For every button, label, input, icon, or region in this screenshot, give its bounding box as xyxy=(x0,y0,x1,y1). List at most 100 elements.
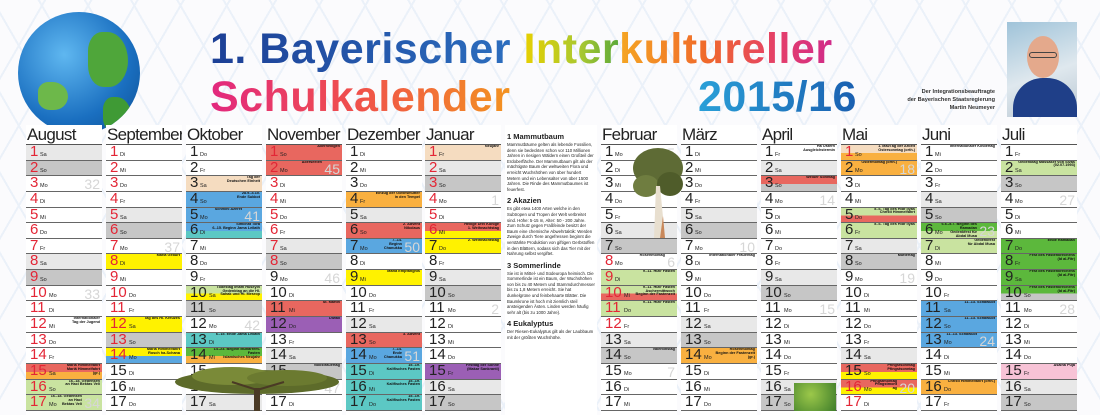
day-row[interactable]: 4 Mo 27 xyxy=(1001,191,1077,208)
day-row[interactable]: 5 Do 5.-6. Tag des Hidr Ilyas Christi Himme… xyxy=(841,207,917,224)
day-row[interactable]: 17 Mi xyxy=(601,395,677,411)
day-row[interactable]: 5 Mo 41 Schmini Azeret xyxy=(186,207,262,224)
day-row[interactable]: 4 Mi xyxy=(266,191,342,208)
day-row[interactable]: 2 Sa Gedenktag Massaker von Sivas (02.07.19… xyxy=(1001,160,1077,177)
day-row[interactable]: 6 Mi xyxy=(1001,223,1077,239)
day-row[interactable]: 8 Fr Fest des Fastenbrechens (Id al-Fitr) xyxy=(1001,254,1077,271)
day-row[interactable]: 14 Do xyxy=(425,348,501,364)
day-row[interactable]: 11 Fr xyxy=(346,301,422,318)
day-row[interactable]: 1 Fr Neujahr xyxy=(425,145,501,161)
day-row[interactable]: 7 Sa xyxy=(266,238,342,255)
day-row[interactable]: 11 Sa 11.-13. Schawuot xyxy=(921,301,997,318)
day-row[interactable]: 10 Mo 33 xyxy=(26,285,102,302)
day-row[interactable]: 12 So 11.-13. Schawuot xyxy=(921,317,997,333)
day-row[interactable]: 10 Do xyxy=(106,285,182,302)
day-row[interactable]: 17 Di xyxy=(266,395,342,411)
day-row[interactable]: 17 Fr xyxy=(921,395,997,411)
day-row[interactable]: 1 Fr xyxy=(1001,145,1077,161)
day-row[interactable]: 2 Mi xyxy=(106,160,182,177)
day-row[interactable]: 1 Di xyxy=(346,145,422,161)
day-row[interactable]: 14 Di xyxy=(921,348,997,364)
day-row[interactable]: 4 Fr xyxy=(106,191,182,208)
day-row[interactable]: 13 Mi xyxy=(425,332,501,349)
day-row[interactable]: 1 So Allerheiligen xyxy=(266,145,342,161)
day-row[interactable]: 6 Mo 23 6.6.-5.7. Beginn des Ramadan Gedenkf… xyxy=(921,223,997,239)
day-row[interactable]: 11 Fr xyxy=(681,301,757,318)
day-row[interactable]: 13 Sa xyxy=(601,332,677,349)
day-row[interactable]: 7 Sa xyxy=(841,238,917,255)
day-row[interactable]: 8 Fr xyxy=(761,254,837,271)
day-row[interactable]: 11 Mo 15 xyxy=(761,301,837,318)
day-row[interactable]: 14 Do xyxy=(761,348,837,364)
day-row[interactable]: 16 Mi xyxy=(681,379,757,396)
day-row[interactable]: 3 Do xyxy=(681,176,757,192)
day-row[interactable]: 6 So 2. Advent Nikolaus xyxy=(346,223,422,239)
day-row[interactable]: 1 Di xyxy=(106,145,182,161)
day-row[interactable]: 7 Di Gedenkfest für Abdal Musa xyxy=(921,238,997,255)
day-row[interactable]: 14 Mi 14.-23. Beginn Muharrem-Fasten Islami… xyxy=(186,348,262,364)
day-row[interactable]: 12 Do Diwali xyxy=(266,317,342,333)
day-row[interactable]: 9 Mo 46 xyxy=(266,270,342,286)
day-row[interactable]: 5 Sa xyxy=(681,207,757,224)
day-row[interactable]: 13 Mi xyxy=(761,332,837,349)
day-row[interactable]: 8 Fr xyxy=(425,254,501,271)
day-row[interactable]: 9 Mi xyxy=(681,270,757,286)
day-row[interactable]: 7 Fr xyxy=(26,238,102,255)
day-row[interactable]: 7 Do Ende Ramadan xyxy=(1001,238,1077,255)
day-row[interactable]: 13 Di 6.-15. Ende Jama Leilath xyxy=(186,332,262,349)
day-row[interactable]: 6 Fr 5.-6. Tag des Hidr Ilyas xyxy=(841,223,917,239)
day-row[interactable]: 12 Di xyxy=(761,317,837,333)
day-row[interactable]: 8 Di Mariä Geburt xyxy=(106,254,182,271)
day-row[interactable]: 15 Di xyxy=(106,363,182,380)
day-row[interactable]: 2 Mo 18 Ostermontag (orth.) xyxy=(841,160,917,177)
day-row[interactable]: 17 Sa xyxy=(186,395,262,411)
day-row[interactable]: 8 So xyxy=(266,254,342,271)
day-row[interactable]: 5 Sa xyxy=(346,207,422,224)
day-row[interactable]: 3 Do xyxy=(106,176,182,192)
day-row[interactable]: 5 Do xyxy=(266,207,342,224)
day-row[interactable]: 12 Di xyxy=(1001,317,1077,333)
day-row[interactable]: 6 Fr xyxy=(266,223,342,239)
day-row[interactable]: 9 Mi Mariä Empfängnis xyxy=(346,270,422,286)
day-row[interactable]: 14 Sa xyxy=(266,348,342,364)
day-row[interactable]: 2 Fr xyxy=(186,160,262,177)
day-row[interactable]: 3 Di xyxy=(841,176,917,192)
day-row[interactable]: 15 Fr Asalha Puja xyxy=(1001,363,1077,380)
day-row[interactable]: 11 Mo 2 xyxy=(425,301,501,318)
day-row[interactable]: 8 Do xyxy=(186,254,262,271)
day-row[interactable]: 5 Di xyxy=(1001,207,1077,224)
day-row[interactable]: 3 So xyxy=(425,176,501,192)
day-row[interactable]: 5 Di xyxy=(761,207,837,224)
day-row[interactable]: 12 Di xyxy=(425,317,501,333)
day-row[interactable]: 14 So Valentinstag xyxy=(601,348,677,364)
day-row[interactable]: 1 So 1. Mai/Tag der Arbeit Ostersonntag (or… xyxy=(841,145,917,161)
day-row[interactable]: 3 Do xyxy=(346,176,422,192)
day-row[interactable]: 9 Sa xyxy=(761,270,837,286)
day-row[interactable]: 7 Do xyxy=(761,238,837,255)
day-row[interactable]: 4 Fr Einzug der Gottesmutter in den Tempel xyxy=(346,191,422,208)
day-row[interactable]: 13 So xyxy=(106,332,182,349)
day-row[interactable]: 9 Do xyxy=(921,270,997,286)
day-row[interactable]: 5 Mi xyxy=(26,207,102,224)
day-row[interactable]: 10 So xyxy=(761,285,837,302)
day-row[interactable]: 7 So xyxy=(601,238,677,255)
day-row[interactable]: 11 Mi xyxy=(841,301,917,318)
day-row[interactable]: 16 Sa xyxy=(425,379,501,396)
day-row[interactable]: 9 Sa xyxy=(425,270,501,286)
day-row[interactable]: 4 Mo 14 xyxy=(761,191,837,208)
day-row[interactable]: 7 Mo 10 xyxy=(681,238,757,255)
day-row[interactable]: 15 Mo 7 xyxy=(601,363,677,380)
day-row[interactable]: 10 Do xyxy=(346,285,422,302)
day-row[interactable]: 2 Mo 45 Allerseelen xyxy=(266,160,342,177)
day-row[interactable]: 3 So xyxy=(1001,176,1077,192)
day-row[interactable]: 14 Fr xyxy=(26,348,102,364)
day-row[interactable]: 6 So xyxy=(681,223,757,239)
day-row[interactable]: 13 Fr xyxy=(841,332,917,349)
day-row[interactable]: 10 So Fest des Fastenbrechens (Id al-Fitr) xyxy=(1001,285,1077,302)
day-row[interactable]: 8 Mi xyxy=(921,254,997,271)
day-row[interactable]: 16 So 16.-18. Gedenken an Haci Bektas Veli xyxy=(26,379,102,396)
day-row[interactable]: 2 So xyxy=(26,160,102,177)
day-row[interactable]: 16 Mi 15.-19. Kalifisches Fasten xyxy=(346,379,422,396)
day-row[interactable]: 1 Di xyxy=(681,145,757,161)
day-row[interactable]: 4 Mo 1 xyxy=(425,191,501,208)
